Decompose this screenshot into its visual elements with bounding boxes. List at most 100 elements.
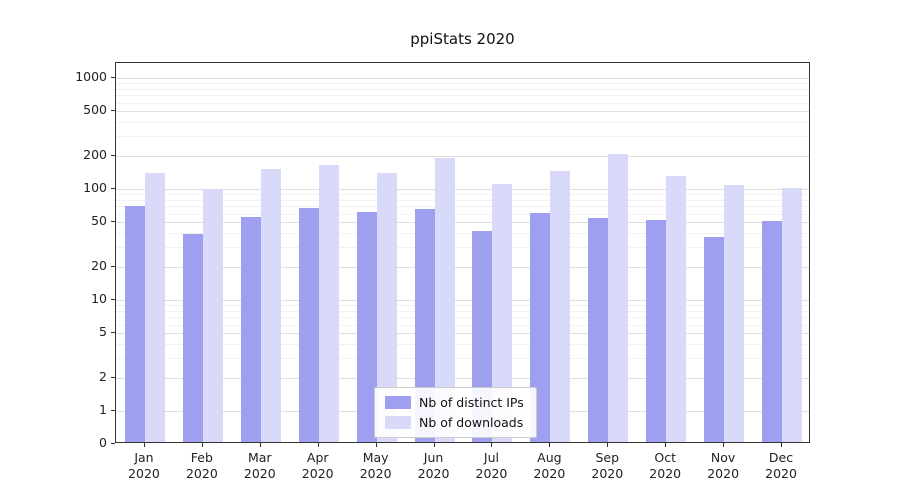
- y-tick-label: 500: [83, 102, 107, 118]
- x-tick-label: Jan 2020: [128, 450, 160, 481]
- gridline-minor: [116, 95, 809, 97]
- gridline-minor: [116, 358, 809, 360]
- y-tick-mark: [111, 443, 115, 444]
- gridline-major: [116, 111, 809, 113]
- y-tick-label: 0: [99, 435, 107, 450]
- gridline-major: [116, 78, 809, 79]
- bar-downloads-sep: [608, 154, 629, 442]
- x-tick-mark: [433, 443, 435, 447]
- x-tick-mark: [491, 443, 493, 447]
- x-tick-label: May 2020: [359, 450, 392, 481]
- x-tick-label: Feb 2020: [185, 450, 218, 481]
- x-tick-mark: [201, 443, 203, 447]
- bar-distinct-ips-may: [356, 212, 377, 442]
- legend-swatch-distinct-ips: [385, 396, 411, 409]
- bar-distinct-ips-sep: [588, 217, 609, 442]
- gridline-minor: [116, 136, 809, 138]
- x-tick-label: Jul 2020: [475, 450, 508, 481]
- bar-downloads-aug: [550, 171, 571, 442]
- gridline-minor: [116, 102, 809, 104]
- y-tick-mark: [111, 77, 115, 78]
- gridline-minor: [116, 206, 809, 208]
- gridline-minor: [116, 247, 809, 249]
- x-tick-mark: [549, 443, 551, 447]
- x-tick-mark: [375, 443, 377, 447]
- legend-item-downloads: Nb of downloads: [385, 415, 524, 430]
- legend-label-distinct-ips: Nb of distinct IPs: [419, 395, 524, 410]
- y-tick-mark: [111, 332, 115, 334]
- x-tick-mark: [259, 443, 261, 447]
- gridline-major: [116, 300, 809, 301]
- x-tick-label: Apr 2020: [301, 450, 334, 481]
- y-tick-mark: [111, 188, 115, 189]
- y-tick-label: 20: [91, 257, 107, 273]
- gridline-minor: [116, 122, 809, 124]
- x-tick-mark: [317, 443, 319, 447]
- y-tick-mark: [111, 110, 115, 112]
- gridline-major: [116, 189, 809, 190]
- bar-downloads-jul: [492, 183, 513, 442]
- bar-distinct-ips-feb: [182, 234, 203, 442]
- bar-distinct-ips-mar: [240, 216, 261, 442]
- gridline-minor: [116, 324, 809, 326]
- gridline-major: [116, 266, 809, 268]
- legend: Nb of distinct IPs Nb of downloads: [374, 387, 537, 438]
- gridline-minor: [116, 83, 809, 85]
- bar-downloads-mar: [260, 168, 281, 442]
- y-tick-label: 5: [99, 324, 107, 340]
- gridline-minor: [116, 199, 809, 201]
- bar-downloads-apr: [318, 164, 339, 442]
- bar-distinct-ips-dec: [762, 221, 783, 442]
- bar-downloads-nov: [724, 185, 745, 442]
- legend-swatch-downloads: [385, 416, 411, 429]
- bar-downloads-dec: [782, 188, 803, 442]
- gridline-minor: [116, 310, 809, 312]
- x-tick-mark: [607, 443, 609, 447]
- bar-distinct-ips-jan: [124, 206, 145, 442]
- chart-title: ppiStats 2020: [410, 30, 515, 48]
- bar-downloads-may: [376, 172, 397, 442]
- y-tick-mark: [111, 265, 115, 267]
- y-tick-label: 200: [83, 146, 107, 162]
- bar-distinct-ips-oct: [646, 219, 667, 442]
- legend-item-distinct-ips: Nb of distinct IPs: [385, 395, 524, 410]
- x-tick-label: Aug 2020: [533, 450, 566, 481]
- x-tick-label: Jun 2020: [417, 450, 450, 481]
- gridline-minor: [116, 233, 809, 235]
- gridline-major: [116, 333, 809, 335]
- x-tick-label: Oct 2020: [649, 450, 682, 481]
- bar-downloads-jan: [144, 172, 165, 442]
- bar-downloads-oct: [666, 175, 687, 442]
- gridline-minor: [116, 194, 809, 196]
- gridline-major: [116, 222, 809, 224]
- y-tick-label: 50: [91, 213, 107, 229]
- x-tick-mark: [781, 443, 783, 447]
- y-tick-mark: [111, 299, 115, 300]
- gridline-minor: [116, 344, 809, 346]
- y-tick-label: 1: [99, 402, 107, 417]
- x-tick-mark: [143, 443, 145, 447]
- y-tick-label: 10: [91, 291, 107, 306]
- bar-distinct-ips-apr: [298, 207, 319, 442]
- y-tick-mark: [111, 376, 115, 378]
- bar-distinct-ips-aug: [530, 212, 551, 442]
- y-tick-label: 100: [83, 180, 107, 195]
- x-tick-mark: [665, 443, 667, 447]
- y-tick-label: 1000: [75, 69, 107, 84]
- y-tick-label: 2: [99, 368, 107, 384]
- gridline-minor: [116, 213, 809, 215]
- x-tick-label: Sep 2020: [591, 450, 624, 481]
- legend-label-downloads: Nb of downloads: [419, 415, 524, 430]
- bar-distinct-ips-nov: [704, 236, 725, 442]
- y-tick-mark: [111, 410, 115, 411]
- x-tick-mark: [723, 443, 725, 447]
- x-tick-label: Dec 2020: [765, 450, 797, 481]
- y-tick-mark: [111, 154, 115, 156]
- gridline-major: [116, 377, 809, 379]
- x-tick-label: Nov 2020: [707, 450, 740, 481]
- x-tick-label: Mar 2020: [243, 450, 276, 481]
- bar-distinct-ips-jun: [414, 209, 435, 442]
- gridline-minor: [116, 305, 809, 307]
- gridline-minor: [116, 317, 809, 319]
